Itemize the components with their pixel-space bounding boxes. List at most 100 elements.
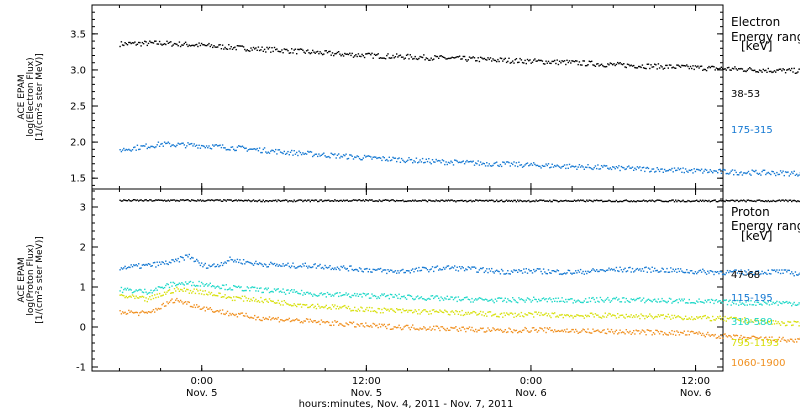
- data-point: [628, 315, 630, 317]
- data-point: [596, 269, 598, 271]
- data-point: [160, 307, 162, 310]
- data-point: [383, 57, 385, 59]
- data-point: [707, 200, 709, 203]
- data-point: [796, 72, 798, 74]
- data-point: [635, 314, 637, 316]
- data-point: [483, 299, 485, 301]
- data-point: [638, 65, 640, 68]
- data-point: [646, 271, 648, 273]
- data-point: [333, 54, 335, 57]
- data-point: [773, 200, 776, 202]
- data-point: [493, 272, 495, 274]
- data-point: [431, 59, 434, 61]
- electron-plot-frame: [91, 4, 724, 190]
- data-point: [652, 200, 655, 202]
- data-point: [678, 298, 681, 300]
- data-point: [321, 53, 324, 56]
- data-point: [765, 173, 767, 176]
- data-point: [481, 267, 483, 270]
- data-point: [715, 299, 718, 301]
- data-point: [582, 199, 584, 201]
- data-point: [150, 265, 152, 267]
- data-point: [682, 167, 684, 169]
- data-point: [130, 150, 132, 152]
- data-point: [693, 302, 695, 304]
- data-point: [529, 201, 531, 203]
- data-point: [199, 44, 202, 47]
- data-point: [335, 292, 337, 294]
- data-point: [124, 311, 126, 313]
- data-point: [713, 319, 715, 321]
- data-point: [303, 51, 305, 53]
- data-point: [630, 200, 632, 202]
- data-point: [649, 313, 651, 315]
- data-point: [444, 57, 446, 59]
- data-point: [702, 268, 704, 270]
- data-point: [667, 271, 669, 273]
- data-point: [668, 168, 671, 171]
- data-point: [138, 263, 140, 265]
- data-point: [739, 200, 741, 202]
- data-point: [147, 292, 150, 294]
- data-point: [210, 148, 213, 150]
- data-point: [287, 50, 289, 52]
- data-point: [471, 297, 473, 300]
- data-point: [699, 169, 702, 172]
- data-point: [773, 323, 776, 325]
- data-point: [746, 273, 748, 275]
- data-point: [261, 46, 263, 48]
- data-point: [123, 199, 125, 201]
- data-point: [792, 199, 794, 202]
- data-point: [363, 56, 366, 59]
- data-point: [634, 270, 636, 272]
- data-point: [712, 271, 714, 273]
- data-point: [765, 69, 767, 72]
- data-point: [647, 267, 650, 269]
- data-point: [531, 313, 534, 315]
- data-point: [644, 266, 646, 269]
- data-point: [120, 286, 123, 289]
- data-point: [162, 145, 164, 147]
- data-point: [165, 43, 167, 46]
- data-point: [233, 261, 235, 263]
- data-point: [675, 316, 677, 319]
- data-point: [573, 299, 576, 302]
- data-point: [171, 292, 173, 294]
- data-point: [704, 168, 706, 171]
- data-point: [429, 161, 431, 164]
- data-point: [709, 66, 711, 69]
- data-point: [297, 292, 299, 294]
- data-point: [221, 200, 224, 202]
- data-point: [789, 321, 792, 323]
- data-point: [409, 272, 411, 274]
- data-point: [471, 57, 473, 59]
- data-point: [751, 320, 753, 323]
- data-point: [328, 307, 330, 309]
- data-point: [540, 59, 542, 62]
- data-point: [204, 44, 206, 47]
- data-point: [454, 57, 456, 59]
- data-point: [449, 57, 451, 60]
- data-point: [460, 314, 462, 316]
- data-point: [465, 311, 467, 314]
- data-point: [314, 294, 316, 296]
- data-point: [466, 269, 468, 271]
- data-point: [789, 199, 792, 201]
- data-point: [428, 271, 430, 273]
- data-point: [320, 267, 323, 269]
- data-point: [619, 169, 621, 172]
- data-point: [724, 169, 726, 171]
- data-point: [396, 53, 398, 55]
- data-point: [242, 290, 245, 292]
- data-point: [684, 271, 687, 274]
- data-point: [707, 270, 709, 272]
- data-point: [286, 48, 288, 51]
- data-point: [502, 316, 504, 318]
- data-point: [134, 41, 136, 43]
- data-point: [335, 268, 337, 271]
- data-point: [279, 200, 282, 202]
- data-point: [299, 199, 302, 201]
- data-point: [710, 170, 713, 173]
- data-point: [210, 291, 213, 294]
- data-point: [715, 67, 718, 69]
